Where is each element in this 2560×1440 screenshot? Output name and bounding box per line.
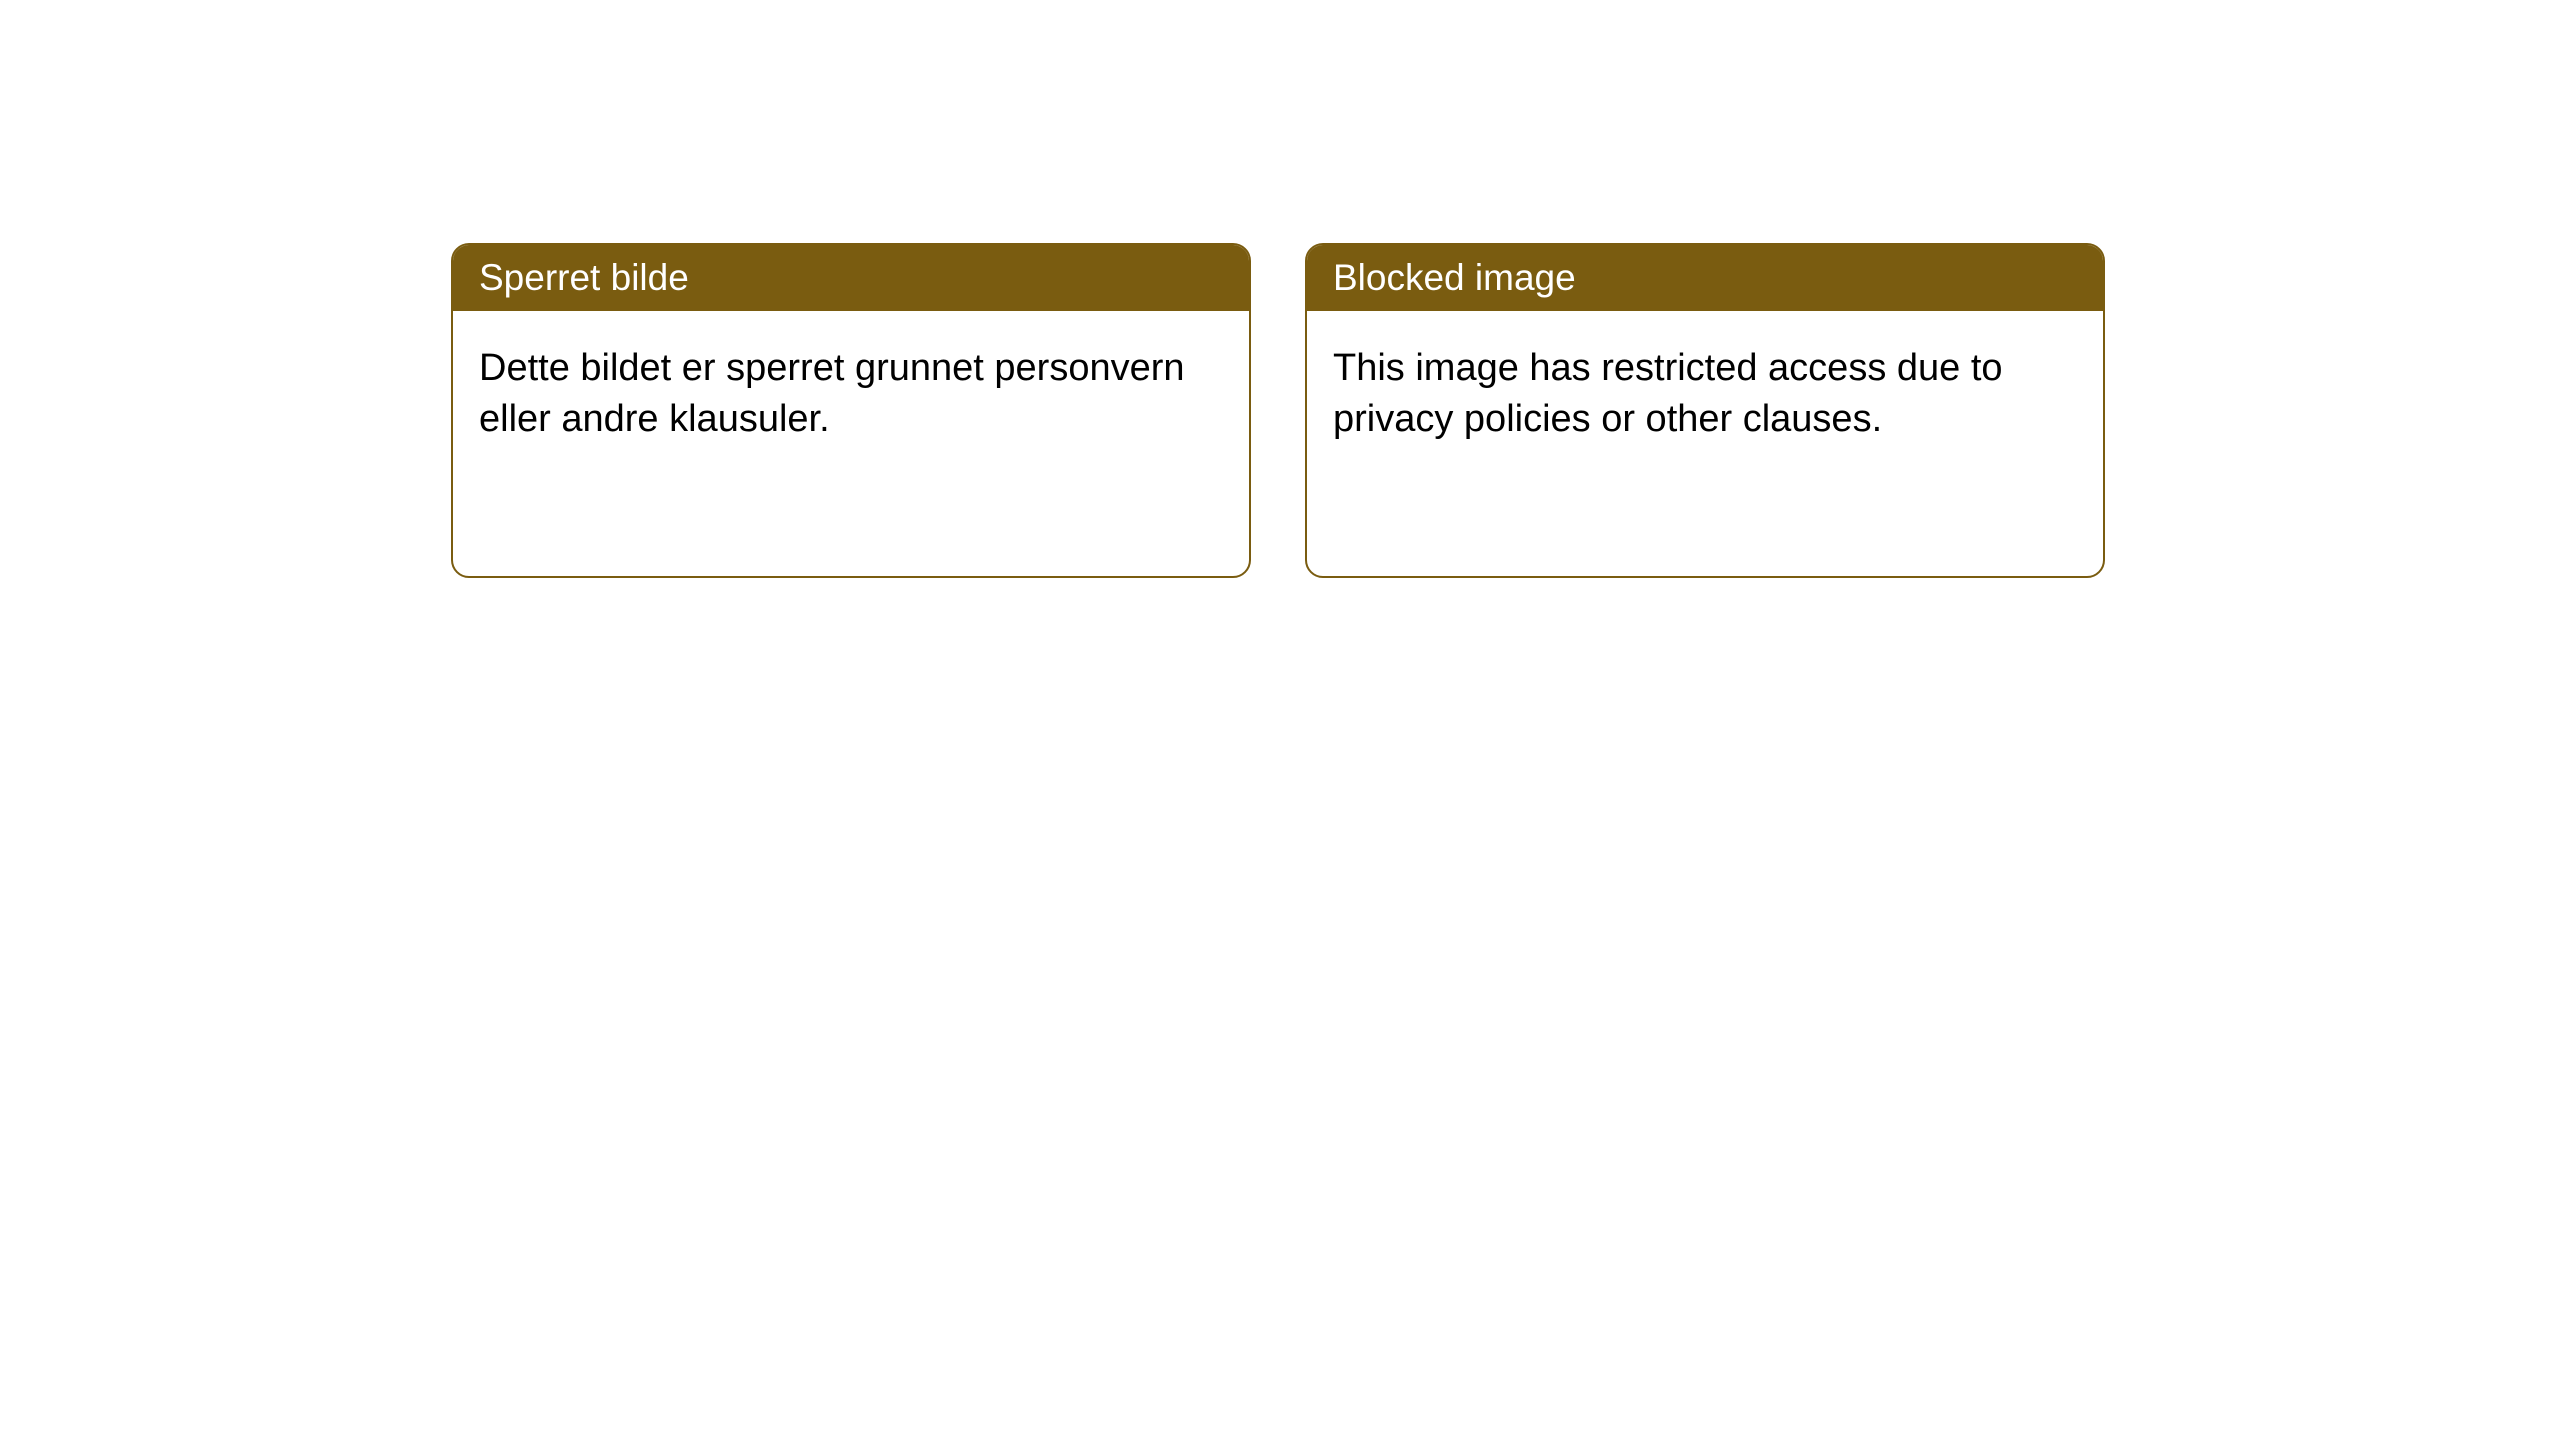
card-body: This image has restricted access due to … [1307,311,2103,478]
card-body: Dette bildet er sperret grunnet personve… [453,311,1249,478]
blocked-image-card-english: Blocked image This image has restricted … [1305,243,2105,578]
blocked-image-card-norwegian: Sperret bilde Dette bildet er sperret gr… [451,243,1251,578]
blocked-image-cards: Sperret bilde Dette bildet er sperret gr… [451,243,2105,578]
card-title: Blocked image [1307,245,2103,311]
card-title: Sperret bilde [453,245,1249,311]
